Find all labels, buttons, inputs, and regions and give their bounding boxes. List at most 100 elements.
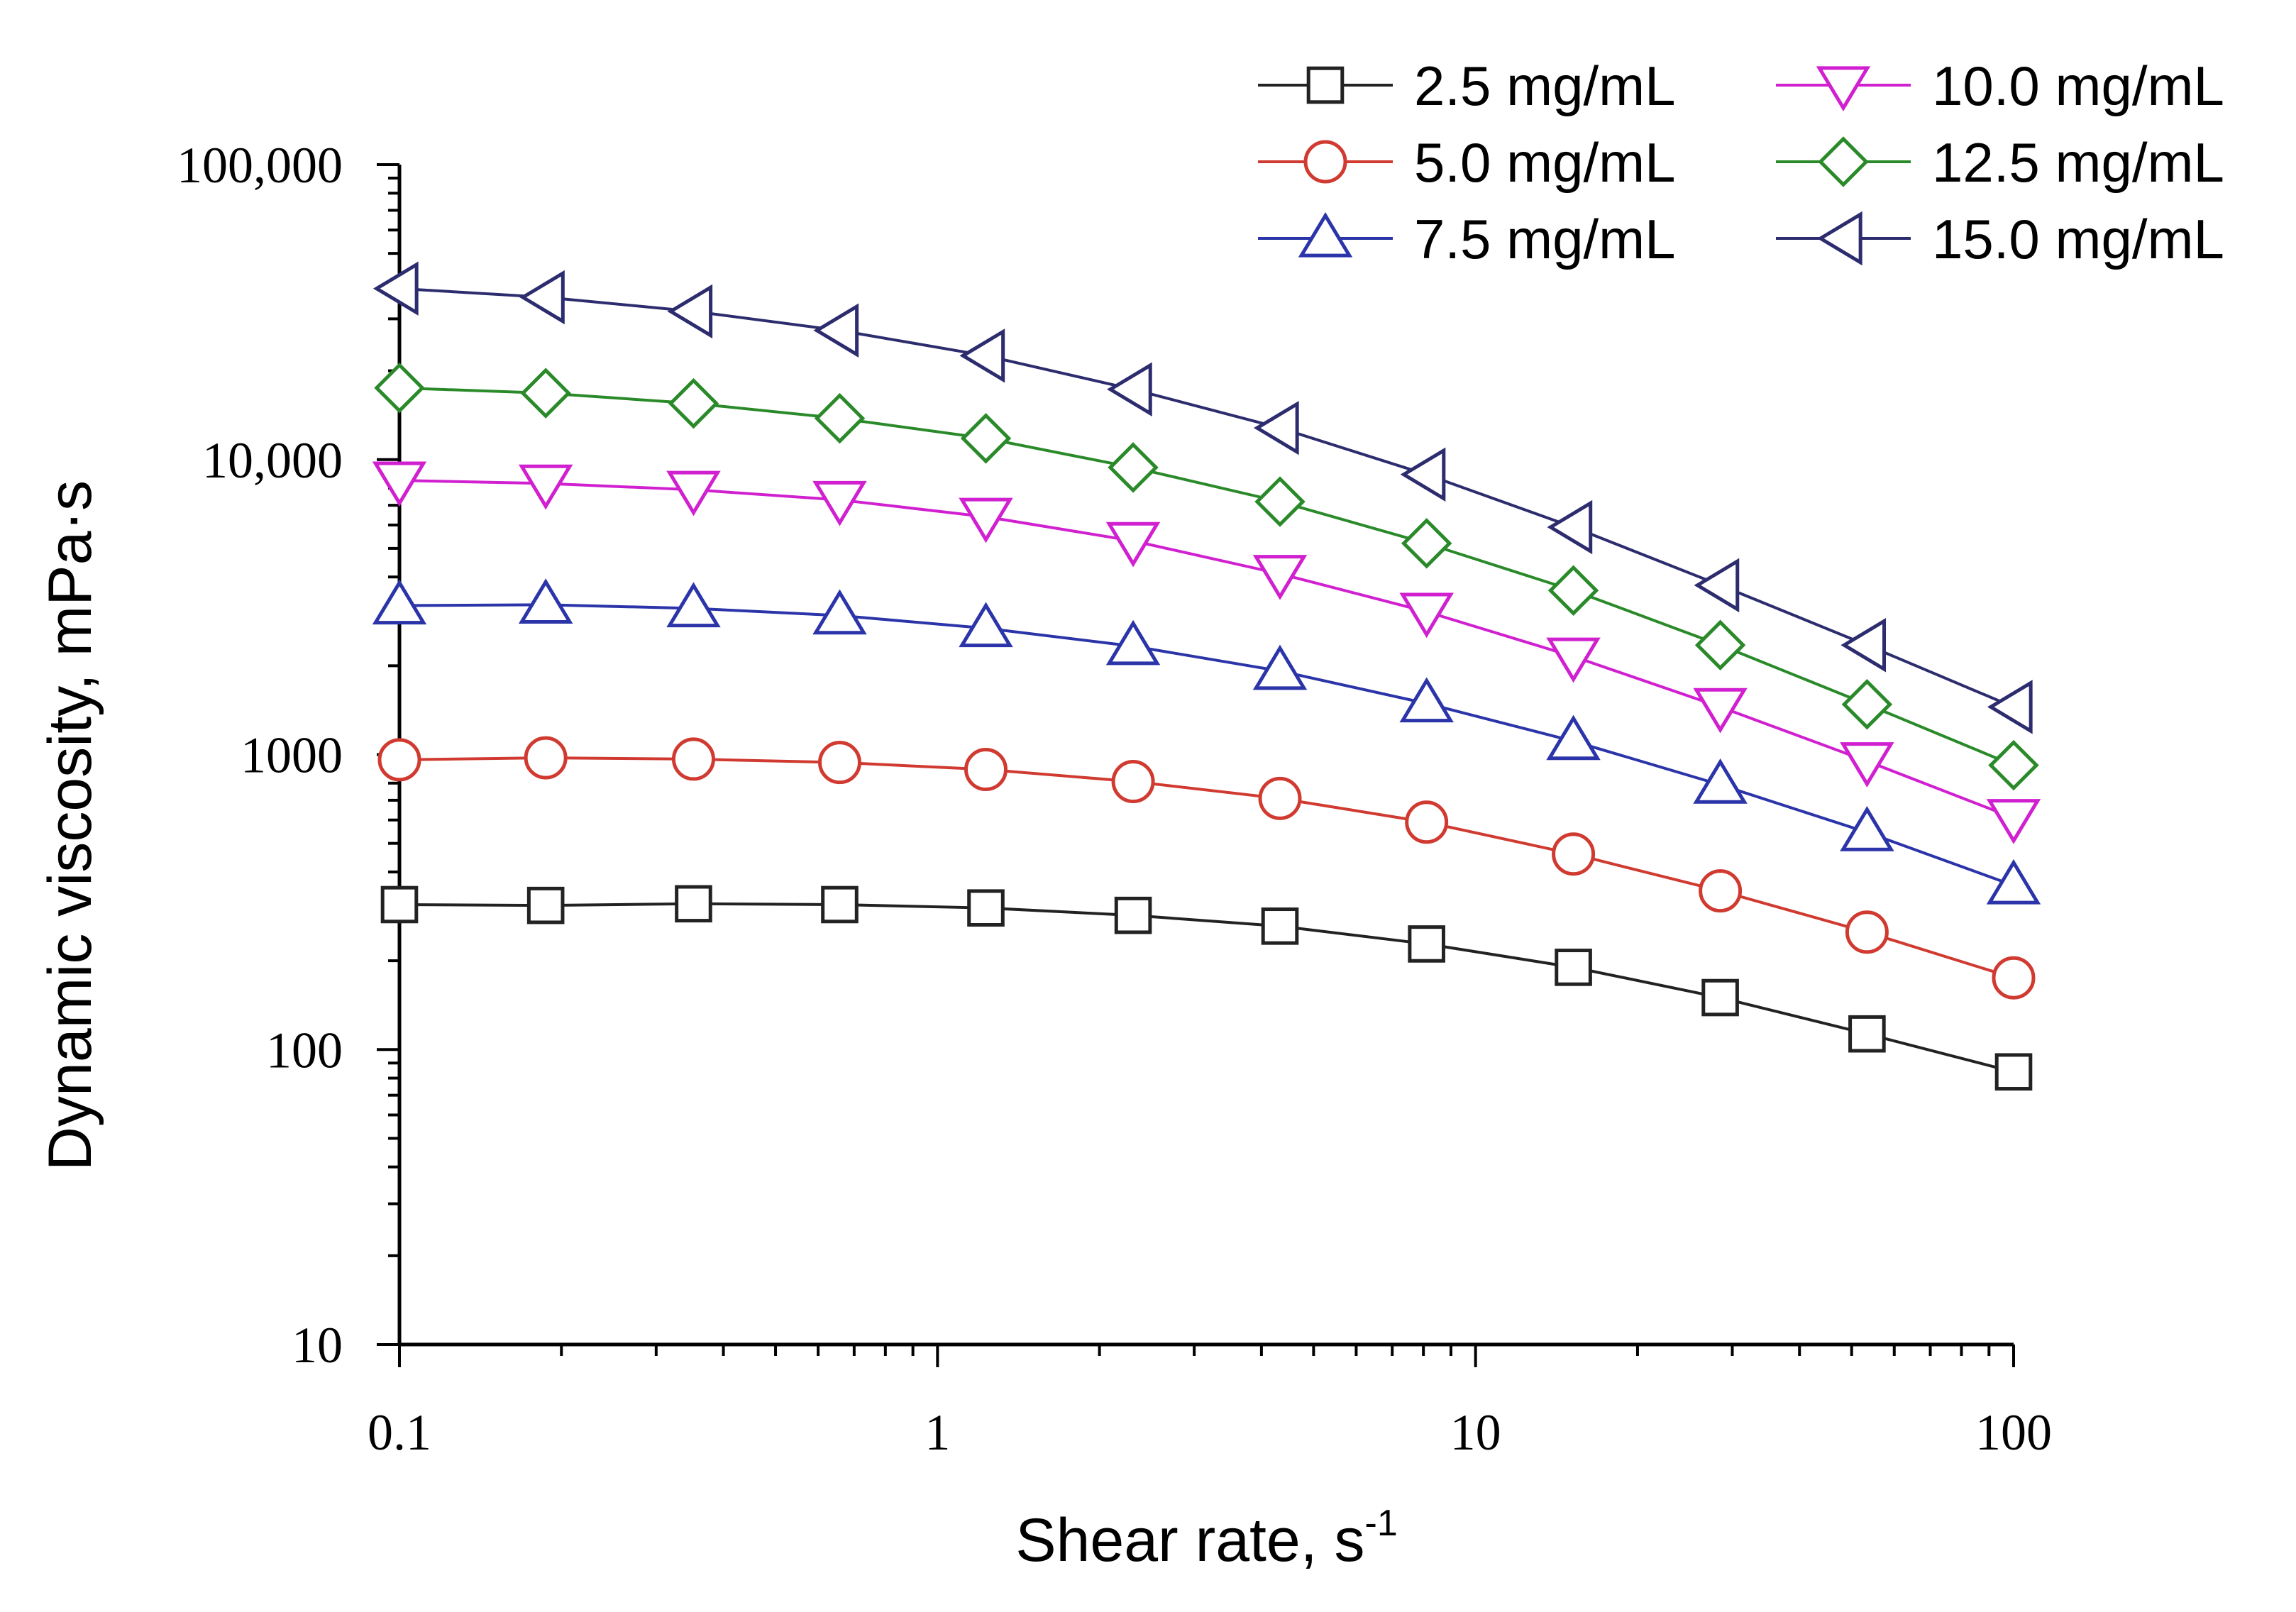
legend-marker [1818, 136, 1869, 187]
x-tick-label: 0.1 [368, 1404, 431, 1461]
series-line [399, 287, 2014, 709]
data-point [812, 589, 867, 635]
data-point [666, 470, 721, 517]
data-point [1845, 910, 1889, 954]
data-point [1694, 558, 1740, 613]
legend-entry: 12.5 mg/mL [1776, 131, 2224, 194]
data-point [1408, 925, 1445, 963]
legend-entry: 7.5 mg/mL [1258, 208, 1675, 270]
legend-label: 2.5 mg/mL [1414, 55, 1675, 117]
legend-marker [1306, 66, 1345, 104]
data-point [1986, 799, 2041, 844]
data-point [1840, 618, 1887, 673]
data-point [1555, 949, 1592, 986]
data-point [1399, 592, 1454, 639]
data-point [1111, 760, 1155, 804]
data-point [1107, 362, 1152, 417]
legend-marker [1816, 66, 1871, 112]
legend-label: 15.0 mg/mL [1932, 208, 2224, 270]
data-point [959, 497, 1013, 543]
y-ticks: 10 100 1000 10,000 100,000 [177, 137, 399, 1374]
x-tick-label: 1 [925, 1404, 950, 1461]
legend-marker [1303, 140, 1347, 184]
data-point [518, 464, 573, 510]
y-tick-label: 100,000 [177, 137, 343, 194]
series-5 [374, 362, 2039, 791]
data-point [814, 392, 866, 444]
data-point [1546, 714, 1601, 761]
legend-marker [1298, 211, 1353, 258]
data-point [519, 270, 565, 325]
data-point [1252, 555, 1308, 600]
x-ticks: 0.1 1 10 100 [368, 1345, 2052, 1461]
data-point [1701, 978, 1739, 1017]
data-point [1988, 739, 2039, 791]
series-line [399, 902, 2014, 1073]
data-point [380, 885, 419, 924]
legend-entry: 15.0 mg/mL [1776, 208, 2224, 270]
x-axis-title-main: Shear rate, s [1015, 1506, 1364, 1574]
legend-label: 5.0 mg/mL [1414, 131, 1675, 194]
data-point [1986, 859, 2041, 905]
series-3 [372, 578, 2041, 905]
y-tick-label: 10,000 [202, 432, 343, 489]
data-point [667, 284, 713, 339]
axes: 10 100 1000 10,000 100,000 0.1 1 10 100 [177, 137, 2052, 1461]
data-point [1108, 442, 1159, 493]
data-point [1401, 518, 1452, 569]
data-point [675, 885, 712, 923]
data-point [518, 578, 573, 624]
data-point [1253, 400, 1299, 456]
data-point [1694, 619, 1746, 670]
legend-label: 7.5 mg/mL [1414, 208, 1675, 270]
data-point [812, 480, 867, 526]
data-point [372, 579, 427, 625]
data-point [372, 261, 419, 316]
series-4 [372, 461, 2041, 844]
data-point [1693, 758, 1748, 804]
data-point [1693, 688, 1748, 734]
data-point [967, 889, 1005, 927]
series-2 [377, 736, 2036, 1000]
data-point [1992, 956, 2036, 1000]
data-point [520, 368, 571, 419]
legend-entry: 5.0 mg/mL [1258, 131, 1675, 194]
legend-marker [1816, 211, 1862, 266]
data-point [377, 738, 421, 782]
data-point [1399, 677, 1454, 723]
data-point [374, 362, 425, 414]
data-point [1552, 832, 1596, 876]
x-tick-label: 100 [1975, 1404, 2052, 1461]
data-point [1547, 565, 1599, 616]
y-tick-label: 1000 [241, 727, 343, 784]
series-line [399, 386, 2014, 767]
legend: 2.5 mg/mL 5.0 mg/mL 7.5 mg/mL 10.0 mg/mL 12.… [1258, 55, 2224, 270]
data-point [666, 582, 721, 628]
data-point [1994, 1053, 2033, 1091]
data-point [1114, 896, 1152, 934]
x-tick-label: 10 [1450, 1404, 1501, 1461]
series-1 [380, 885, 2033, 1091]
data-point [671, 737, 715, 781]
data-point [960, 413, 1012, 464]
legend-label: 10.0 mg/mL [1932, 55, 2224, 117]
data-point [1840, 806, 1894, 851]
data-point [1252, 644, 1308, 690]
legend-label: 12.5 mg/mL [1932, 131, 2224, 194]
data-point [817, 741, 861, 785]
data-point [964, 748, 1008, 792]
data-point [1699, 869, 1743, 913]
data-point [1546, 637, 1601, 683]
data-point [1840, 742, 1894, 788]
legend-entry: 10.0 mg/mL [1776, 55, 2224, 117]
series-line [399, 603, 2014, 887]
data-point [1987, 680, 2033, 734]
data-point [668, 377, 719, 429]
data-point [372, 461, 427, 507]
data-point [524, 736, 568, 780]
legend-entry: 2.5 mg/mL [1258, 55, 1675, 117]
data-point [1848, 1015, 1886, 1053]
series-line [399, 756, 2014, 980]
x-axis-title-superscript: -1 [1365, 1503, 1398, 1544]
